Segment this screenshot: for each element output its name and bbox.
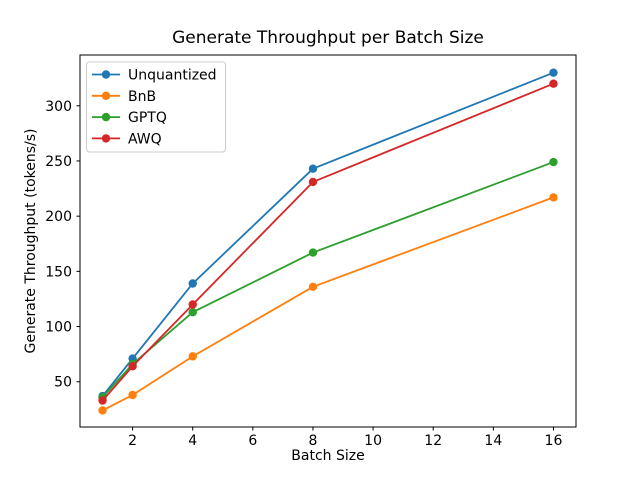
- x-axis: 2 4 6 8 10 12 14 16: [128, 427, 562, 449]
- data-point-gptq: [549, 157, 558, 167]
- data-point-unquantized: [308, 164, 318, 173]
- legend-marker-gptq: [101, 112, 111, 122]
- data-point-awq: [308, 177, 318, 187]
- x-axis-label: Batch Size: [291, 448, 364, 464]
- data-point-bnb: [308, 282, 318, 292]
- data-point-bnb: [98, 406, 107, 415]
- legend-marker-unquantized: [101, 70, 111, 79]
- legend-marker-awq: [101, 134, 111, 143]
- axes-frame: [79, 54, 577, 428]
- chart-title: Generate Throughput per Batch Size: [172, 28, 484, 48]
- y-tick-label: 50: [54, 375, 72, 391]
- y-tick-label: 200: [45, 209, 72, 225]
- legend-box: [86, 61, 226, 153]
- y-tick-label: 250: [45, 154, 72, 170]
- data-point-awq: [549, 79, 558, 88]
- data-point-gptq: [188, 307, 197, 317]
- x-tick-label: 2: [128, 433, 137, 449]
- data-point-unquantized: [188, 279, 197, 288]
- x-tick-label: 16: [545, 433, 563, 449]
- y-axis-label: Generate Throughput (tokens/s): [23, 129, 39, 354]
- y-tick-label: 300: [45, 99, 72, 115]
- y-tick-label: 150: [45, 264, 72, 280]
- data-point-bnb: [188, 352, 197, 361]
- y-tick-label: 100: [45, 320, 72, 336]
- legend-label-unquantized: Unquantized: [128, 68, 217, 84]
- data-point-unquantized: [549, 68, 558, 77]
- legend: Unquantized BnB GPTQ AWQ: [86, 61, 226, 153]
- data-point-bnb: [549, 193, 558, 202]
- series-layer: [98, 68, 558, 415]
- y-axis: 50 100 150 200 250 300: [45, 99, 80, 391]
- x-tick-label: 6: [248, 433, 257, 449]
- data-point-gptq: [308, 248, 318, 257]
- x-tick-label: 4: [188, 433, 197, 449]
- data-point-awq: [128, 362, 137, 371]
- data-point-awq: [98, 396, 107, 405]
- x-tick-label: 12: [424, 433, 442, 449]
- legend-label-gptq: GPTQ: [128, 110, 167, 126]
- data-point-awq: [188, 300, 197, 309]
- x-tick-label: 8: [309, 433, 318, 449]
- data-point-bnb: [128, 390, 137, 400]
- legend-label-bnb: BnB: [128, 89, 156, 105]
- legend-marker-bnb: [101, 91, 111, 101]
- legend-label-awq: AWQ: [128, 131, 162, 147]
- x-tick-label: 14: [484, 433, 502, 449]
- x-tick-label: 10: [364, 433, 382, 449]
